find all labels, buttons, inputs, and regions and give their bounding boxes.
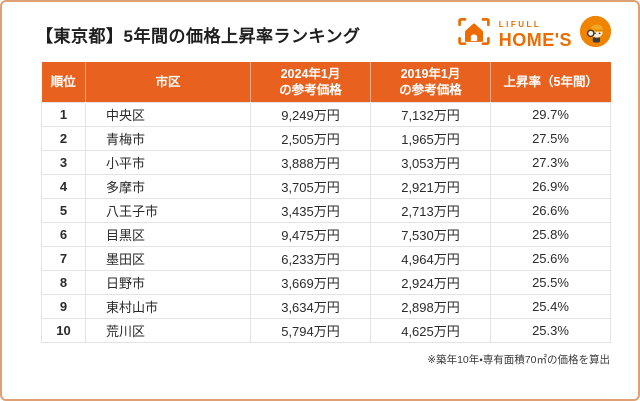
price-2024-cell: 5,794万円	[250, 317, 371, 343]
table-row: 8 日野市 3,669万円 2,924万円 25.5%	[41, 269, 611, 295]
price-2024-cell: 3,669万円	[250, 269, 371, 295]
rank-cell: 6	[41, 221, 86, 247]
rate-cell: 25.5%	[490, 269, 611, 295]
col-header-rank: 順位	[41, 62, 86, 102]
city-cell: 目黒区	[85, 221, 251, 247]
rank-cell: 3	[41, 149, 86, 175]
rate-cell: 25.4%	[490, 293, 611, 319]
price-2024-cell: 2,505万円	[250, 125, 371, 151]
rank-cell: 2	[41, 125, 86, 151]
col-header-price-2019: 2019年1月 の参考価格	[370, 62, 491, 102]
rate-cell: 27.5%	[490, 125, 611, 151]
ranking-table-wrap: 順位 市区 2024年1月 の参考価格 2019年1月 の参考価格 上昇率（5年間）…	[41, 62, 611, 343]
city-cell: 墨田区	[85, 245, 251, 271]
table-row: 9 東村山市 3,634万円 2,898万円 25.4%	[41, 293, 611, 319]
col-header-city: 市区	[85, 62, 251, 102]
col-header-price-2024: 2024年1月 の参考価格	[250, 62, 371, 102]
price-2019-cell: 4,625万円	[370, 317, 491, 343]
city-cell: 日野市	[85, 269, 251, 295]
rank-cell: 10	[41, 317, 86, 343]
footnote: ※築年10年・専有面積70㎡の価格を算出	[427, 353, 610, 366]
rate-cell: 26.6%	[490, 197, 611, 223]
city-cell: 東村山市	[85, 293, 251, 319]
rank-cell: 7	[41, 245, 86, 271]
price-2019-cell: 7,132万円	[370, 101, 491, 127]
col-header-rate: 上昇率（5年間）	[490, 62, 611, 102]
price-2024-cell: 3,435万円	[250, 197, 371, 223]
logo-homes-text: HOME'S	[498, 29, 572, 50]
price-2024-cell: 3,634万円	[250, 293, 371, 319]
price-2019-cell: 2,713万円	[370, 197, 491, 223]
table-row: 7 墨田区 6,233万円 4,964万円 25.6%	[41, 245, 611, 271]
rate-cell: 25.3%	[490, 317, 611, 343]
table-row: 5 八王子市 3,435万円 2,713万円 26.6%	[41, 197, 611, 223]
table-row: 3 小平市 3,888万円 3,053万円 27.3%	[41, 149, 611, 175]
table-row: 1 中央区 9,249万円 7,132万円 29.7%	[41, 101, 611, 127]
price-2019-cell: 2,898万円	[370, 293, 491, 319]
city-cell: 荒川区	[85, 317, 251, 343]
price-2019-cell: 2,924万円	[370, 269, 491, 295]
table-row: 4 多摩市 3,705万円 2,921万円 26.9%	[41, 173, 611, 199]
top-bar: 【東京都】5年間の価格上昇率ランキング LIFULL HOME'S	[2, 2, 638, 62]
price-2024-cell: 6,233万円	[250, 245, 371, 271]
header-row: 順位 市区 2024年1月 の参考価格 2019年1月 の参考価格 上昇率（5年間）	[41, 62, 611, 102]
rank-cell: 5	[41, 197, 86, 223]
price-2019-cell: 3,053万円	[370, 149, 491, 175]
rank-cell: 1	[41, 101, 86, 127]
price-2019-cell: 2,921万円	[370, 173, 491, 199]
price-2024-cell: 3,888万円	[250, 149, 371, 175]
city-cell: 八王子市	[85, 197, 251, 223]
rate-cell: 25.6%	[490, 245, 611, 271]
price-2024-cell: 9,249万円	[250, 101, 371, 127]
price-2019-cell: 1,965万円	[370, 125, 491, 151]
ranking-table: 順位 市区 2024年1月 の参考価格 2019年1月 の参考価格 上昇率（5年間）…	[41, 62, 611, 343]
logo-lifull-text: LIFULL	[498, 19, 542, 29]
lifull-homes-logo: LIFULL HOME'S	[456, 15, 612, 53]
logo-wordmark: LIFULL HOME'S	[498, 19, 572, 50]
price-2019-cell: 4,964万円	[370, 245, 491, 271]
house-frame-icon	[456, 16, 492, 53]
city-cell: 多摩市	[85, 173, 251, 199]
rank-cell: 8	[41, 269, 86, 295]
table-row: 10 荒川区 5,794万円 4,625万円 25.3%	[41, 317, 611, 343]
price-2024-cell: 9,475万円	[250, 221, 371, 247]
city-cell: 中央区	[85, 101, 251, 127]
homeskun-mascot-icon	[579, 15, 612, 53]
rate-cell: 27.3%	[490, 149, 611, 175]
rate-cell: 29.7%	[490, 101, 611, 127]
city-cell: 青梅市	[85, 125, 251, 151]
rank-cell: 9	[41, 293, 86, 319]
city-cell: 小平市	[85, 149, 251, 175]
price-2024-cell: 3,705万円	[250, 173, 371, 199]
rank-cell: 4	[41, 173, 86, 199]
page-title: 【東京都】5年間の価格上昇率ランキング	[36, 26, 361, 46]
rate-cell: 26.9%	[490, 173, 611, 199]
price-2019-cell: 7,530万円	[370, 221, 491, 247]
table-row: 2 青梅市 2,505万円 1,965万円 27.5%	[41, 125, 611, 151]
table-row: 6 目黒区 9,475万円 7,530万円 25.8%	[41, 221, 611, 247]
rate-cell: 25.8%	[490, 221, 611, 247]
